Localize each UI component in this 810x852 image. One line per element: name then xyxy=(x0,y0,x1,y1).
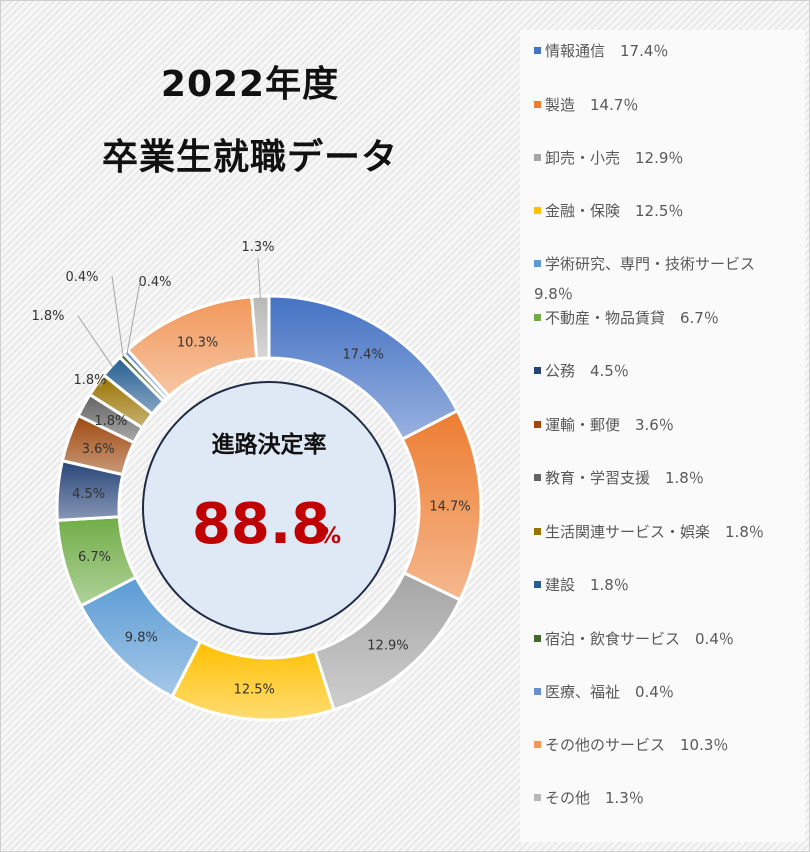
data-label-14: 1.3% xyxy=(241,240,274,255)
legend-item: その他 1.3％ xyxy=(534,783,804,813)
legend-swatch xyxy=(534,207,541,214)
legend-label: 教育・学習支援 1.8％ xyxy=(545,469,704,487)
legend-item: 運輸・郵便 3.6％ xyxy=(534,410,804,440)
data-label-7: 3.6% xyxy=(82,442,115,457)
leader-line-9 xyxy=(99,379,105,388)
legend-item: 宿泊・飲食サービス 0.4％ xyxy=(534,624,804,654)
legend-item: 学術研究、専門・技術サービス 9.8％ xyxy=(534,249,804,309)
legend-swatch xyxy=(534,474,541,481)
leader-line-10 xyxy=(77,315,114,368)
center-unit: % xyxy=(319,524,341,549)
legend-label: 生活関連サービス・娯楽 1.8％ xyxy=(545,523,764,541)
legend-swatch xyxy=(534,101,541,108)
legend-label: 製造 14.7％ xyxy=(545,96,639,114)
chart-title-year: 2022年度 xyxy=(160,64,340,105)
legend-swatch xyxy=(534,154,541,161)
legend-swatch xyxy=(534,314,541,321)
data-label-13: 10.3% xyxy=(177,336,218,351)
center-circle xyxy=(142,381,396,635)
slice-3 xyxy=(170,639,336,722)
legend-item: 情報通信 17.4％ xyxy=(534,36,804,66)
legend-item: 金融・保険 12.5％ xyxy=(534,196,804,226)
legend-swatch xyxy=(534,688,541,695)
legend-item: 製造 14.7％ xyxy=(534,90,804,120)
legend-item: 医療、福祉 0.4％ xyxy=(534,677,804,707)
data-label-9: 1.8% xyxy=(73,373,106,388)
legend-swatch xyxy=(534,581,541,588)
legend-swatch xyxy=(534,528,541,535)
legend-label: その他 1.3％ xyxy=(545,789,644,807)
data-label-3: 12.5% xyxy=(234,682,275,697)
legend-swatch xyxy=(534,367,541,374)
leader-line-12 xyxy=(126,281,141,354)
slice-14 xyxy=(250,294,271,361)
legend-label: その他のサービス 10.3％ xyxy=(545,736,729,754)
legend-item: 不動産・物品賃貸 6.7％ xyxy=(534,303,804,333)
data-label-1: 14.7% xyxy=(429,499,470,514)
legend-label: 運輸・郵便 3.6％ xyxy=(545,416,674,434)
legend-label: 情報通信 17.4％ xyxy=(545,42,669,60)
data-label-0: 17.4% xyxy=(343,347,384,362)
data-label-11: 0.4% xyxy=(65,270,98,285)
data-label-5: 6.7% xyxy=(78,550,111,565)
data-label-2: 12.9% xyxy=(367,638,408,653)
center-value: 88.8 xyxy=(192,492,330,557)
legend-item: 建設 1.8％ xyxy=(534,570,804,600)
legend-swatch xyxy=(534,47,541,54)
legend-swatch xyxy=(534,635,541,642)
legend-swatch xyxy=(534,741,541,748)
data-label-4: 9.8% xyxy=(125,630,158,645)
donut-chart: 進路決定率 88.8% 17.4% 14.7% 12.9% 12.5% 9.8% 6.7% 4.… xyxy=(31,240,483,722)
data-label-10: 1.8% xyxy=(31,309,64,324)
legend-label: 金融・保険 12.5％ xyxy=(545,202,684,220)
legend-label: 卸売・小売 12.9％ xyxy=(545,149,684,167)
data-label-12: 0.4% xyxy=(138,275,171,290)
legend-item: 卸売・小売 12.9％ xyxy=(534,143,804,173)
legend-label: 医療、福祉 0.4％ xyxy=(545,683,674,701)
data-label-6: 4.5% xyxy=(72,487,105,502)
leader-line-11 xyxy=(111,275,124,357)
legend-label: 学術研究、専門・技術サービス 9.8％ xyxy=(534,255,756,303)
legend-item: 生活関連サービス・娯楽 1.8％ xyxy=(534,517,804,547)
center-label: 進路決定率 xyxy=(212,431,327,458)
legend-item: その他のサービス 10.3％ xyxy=(534,730,804,760)
legend-item: 教育・学習支援 1.8％ xyxy=(534,463,804,493)
leader-line-14 xyxy=(257,257,261,299)
legend-label: 公務 4.5％ xyxy=(545,362,629,380)
legend-item: 公務 4.5％ xyxy=(534,356,804,386)
chart-title-main: 卒業生就職データ xyxy=(101,137,398,178)
legend-label: 不動産・物品賃貸 6.7％ xyxy=(545,309,719,327)
data-label-8: 1.8% xyxy=(94,414,127,429)
legend-swatch xyxy=(534,260,541,267)
legend-swatch xyxy=(534,794,541,801)
legend-label: 建設 1.8％ xyxy=(545,576,629,594)
legend-label: 宿泊・飲食サービス 0.4％ xyxy=(545,630,734,648)
legend: 情報通信 17.4％ 製造 14.7％ 卸売・小売 12.9％ 金融・保険 12.5％… xyxy=(520,30,805,842)
legend-swatch xyxy=(534,421,541,428)
